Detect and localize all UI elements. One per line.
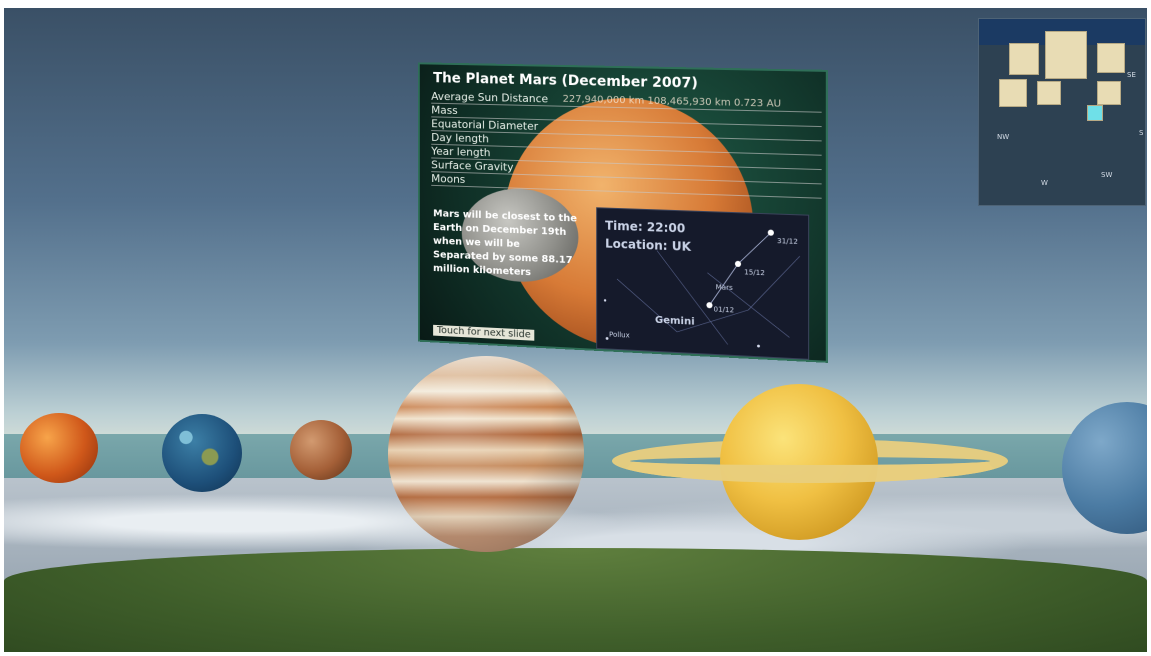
saturn-ring-front [612,439,1008,483]
board-title: The Planet Mars (December 2007) [433,70,698,92]
mars-label: Mars [715,283,733,293]
minimap-current-location [1087,105,1103,121]
date-label: 01/12 [713,305,735,315]
compass-se: SE [1127,71,1136,79]
minimap[interactable]: NW W SW S SE [978,18,1146,206]
mars-info-board-wrapper: The Planet Mars (December 2007) Average … [412,62,830,363]
minimap-parcel [1097,81,1121,105]
minimap-parcel [1045,31,1087,79]
next-slide-button[interactable]: Touch for next slide [433,324,535,341]
minimap-parcel [999,79,1027,107]
sky-chart: Time: 22:00 Location: UK Gemini Mars Pol… [596,207,810,360]
virtual-world-viewport[interactable]: The Planet Mars (December 2007) Average … [4,8,1147,652]
compass-s: S [1139,129,1144,137]
minimap-parcel [1009,43,1039,75]
sky-chart-time: Time: 22:00 [605,218,686,236]
compass-w: W [1041,179,1048,187]
closest-approach-text: Mars will be closest to the Earth on Dec… [433,208,577,279]
planet-earth[interactable] [162,414,242,492]
minimap-parcel [1097,43,1125,73]
mars-position-star [706,302,713,309]
star-map [604,208,808,348]
minimap-parcel [1037,81,1061,105]
planet-mars[interactable] [290,420,352,480]
compass-nw: NW [997,133,1010,141]
facts-table: Average Sun Distance 227,940,000 km 108,4… [431,89,822,199]
planet-venus[interactable] [20,413,98,483]
grass-ground [4,548,1147,652]
pollux-label: Pollux [609,330,630,340]
mars-info-board[interactable]: The Planet Mars (December 2007) Average … [417,62,828,363]
fact-label: Moons [431,172,466,186]
date-label: 15/12 [744,268,765,278]
planet-jupiter[interactable] [388,356,584,552]
compass-sw: SW [1101,171,1113,179]
constellation-label: Gemini [654,314,695,328]
date-label: 31/12 [777,236,798,246]
